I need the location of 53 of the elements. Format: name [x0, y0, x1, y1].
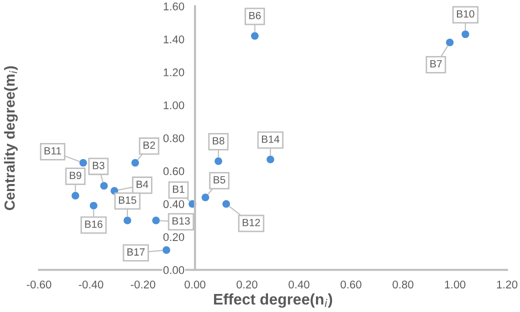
annotation: B11: [44, 147, 62, 154]
point: [250, 32, 259, 40]
y-tick-label: 0.80: [163, 134, 184, 142]
annotation: B6: [249, 12, 261, 20]
x-tick-label: 0.80: [392, 280, 414, 288]
annotation: B10: [456, 10, 474, 18]
y-tick-label: 1.20: [164, 68, 184, 76]
point: [266, 156, 274, 164]
point: [90, 202, 98, 210]
y-axis-title: Centrality degree(m$_{i}$): [4, 66, 18, 210]
x-axis-title: Effect degree(n$_{i}$): [214, 293, 332, 308]
point: [202, 194, 210, 202]
x-tick-label: 1.20: [497, 280, 518, 288]
x-tick-label: -0.40: [78, 280, 104, 288]
x-tick-label: 0.60: [340, 280, 362, 288]
point: [446, 38, 454, 46]
y-tick-label: 1.60: [164, 2, 184, 10]
annotation: B8: [212, 137, 224, 144]
annotation: B2: [144, 142, 155, 149]
x-tick-label: 0.20: [236, 280, 258, 288]
point: [131, 158, 140, 167]
y-tick-label: 0.60: [163, 167, 184, 176]
annotation: B17: [127, 248, 145, 256]
y-tick-label: 0.40: [163, 200, 184, 208]
annotation: B3: [92, 162, 104, 170]
y-tick-label: 1.40: [164, 35, 184, 44]
point: [152, 216, 160, 224]
annotation: B14: [262, 136, 280, 143]
annotation: B12: [242, 218, 260, 226]
point: [100, 182, 108, 190]
annotation: B4: [136, 180, 148, 188]
x-tick-label: 1.00: [445, 280, 466, 288]
point: [462, 30, 470, 38]
point: [222, 200, 230, 208]
point: [162, 246, 170, 254]
annotation: B7: [430, 60, 442, 68]
x-tick-label: -0.20: [130, 280, 156, 288]
annotation: B9: [70, 172, 82, 180]
x-tick-label: -0.60: [26, 280, 52, 288]
point: [79, 158, 88, 167]
point: [72, 192, 80, 200]
y-tick-label: 1.00: [164, 101, 184, 110]
annotation: B1: [172, 186, 184, 193]
y-tick-label: 0.20: [163, 233, 184, 242]
annotation: B16: [85, 220, 102, 228]
x-tick-label: 0.00: [184, 280, 206, 288]
y-tick-label: 0.00: [163, 266, 184, 274]
annotation: B15: [118, 196, 136, 204]
annotation: B5: [214, 176, 226, 184]
point: [214, 157, 222, 165]
x-tick-label: 0.40: [288, 280, 310, 288]
point: [124, 216, 132, 224]
annotation: B13: [172, 217, 190, 225]
